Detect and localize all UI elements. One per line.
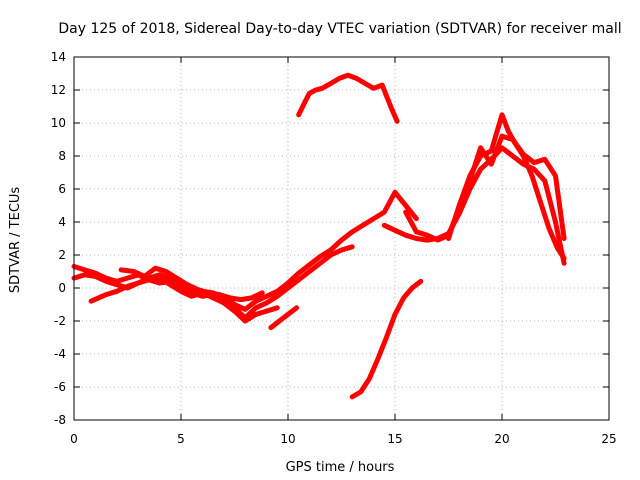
x-tick-label: 0 bbox=[70, 432, 78, 446]
x-tick-label: 10 bbox=[280, 432, 295, 446]
x-axis-label: GPS time / hours bbox=[286, 460, 395, 475]
y-tick-label: 4 bbox=[58, 215, 66, 229]
y-tick-label: -4 bbox=[54, 347, 66, 361]
x-tick-label: 20 bbox=[494, 432, 509, 446]
series-line-arc-7 bbox=[349, 278, 424, 400]
series-line-arc-3 bbox=[88, 275, 280, 324]
y-axis-label: SDTVAR / TECUs bbox=[8, 187, 23, 294]
x-tick-label: 15 bbox=[387, 432, 402, 446]
y-tick-label: -8 bbox=[54, 413, 66, 427]
y-tick-label: 6 bbox=[58, 182, 66, 196]
series-line-arc-10 bbox=[446, 112, 567, 261]
y-tick-label: -2 bbox=[54, 314, 66, 328]
series-line-arc-4 bbox=[118, 265, 265, 303]
series-group bbox=[71, 72, 567, 400]
chart-title: Day 125 of 2018, Sidereal Day-to-day VTE… bbox=[58, 21, 621, 37]
y-tick-label: 12 bbox=[51, 83, 66, 97]
y-tick-label: 10 bbox=[51, 116, 66, 130]
series-line-arc-6 bbox=[296, 72, 400, 124]
axis-ticks: 0 5 10 15 20 25 -8 -6 -4 -2 0 2 4 6 8 10 12 14 bbox=[51, 50, 617, 446]
x-tick-label: 5 bbox=[177, 432, 185, 446]
x-tick-label: 25 bbox=[601, 432, 616, 446]
y-tick-label: 8 bbox=[58, 149, 66, 163]
y-tick-label: 14 bbox=[51, 50, 66, 64]
series-line-arc-5 bbox=[268, 305, 300, 331]
y-tick-label: 0 bbox=[58, 281, 66, 295]
y-tick-label: -6 bbox=[54, 380, 66, 394]
series-line-arc-8 bbox=[381, 145, 567, 266]
y-tick-label: 2 bbox=[58, 248, 66, 262]
plot-frame bbox=[73, 56, 610, 421]
